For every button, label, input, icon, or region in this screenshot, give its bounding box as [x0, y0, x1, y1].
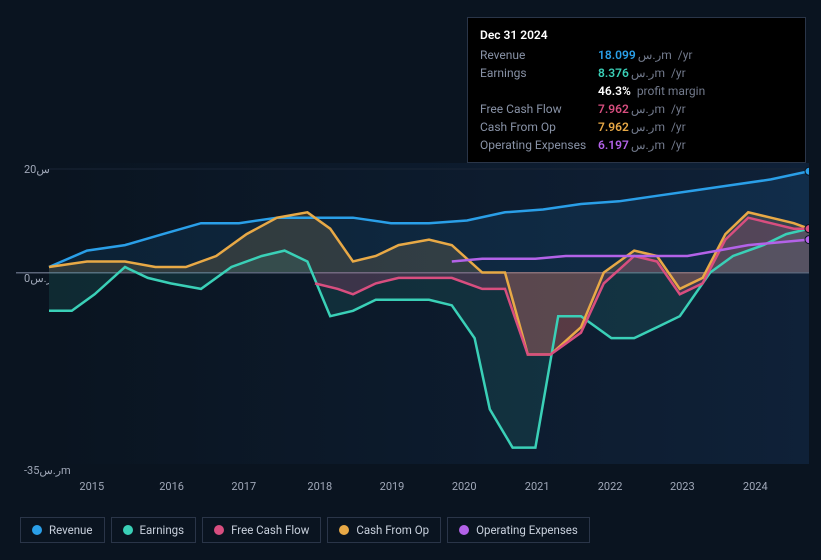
legend-item-earnings[interactable]: Earnings: [111, 517, 197, 543]
legend-label: Free Cash Flow: [231, 523, 309, 537]
tooltip-metric-value: 46.3% profit margin: [598, 84, 793, 98]
tooltip-row: Earnings8.376ر.سm /yr: [480, 64, 793, 82]
x-axis-tick: 2023: [670, 480, 695, 493]
chart-plot-area[interactable]: [16, 155, 809, 475]
x-axis-tick: 2022: [598, 480, 623, 493]
legend-label: Cash From Op: [356, 523, 429, 537]
tooltip-metric-label: Free Cash Flow: [480, 102, 598, 116]
x-axis-tick: 2021: [525, 480, 550, 493]
x-axis-tick: 2024: [743, 480, 768, 493]
legend-item-opex[interactable]: Operating Expenses: [447, 517, 590, 543]
chart-legend: Revenue Earnings Free Cash Flow Cash From O…: [20, 517, 590, 543]
x-axis-tick: 2020: [452, 480, 477, 493]
financial-chart: 20ر.سm0ر.سm-35ر.سm: [16, 155, 806, 475]
legend-item-fcf[interactable]: Free Cash Flow: [202, 517, 321, 543]
tooltip-row: Free Cash Flow7.962ر.سm /yr: [480, 100, 793, 118]
legend-item-revenue[interactable]: Revenue: [20, 517, 105, 543]
x-axis-tick: 2015: [79, 480, 104, 493]
tooltip-metric-label: Earnings: [480, 66, 598, 80]
legend-swatch: [214, 525, 224, 535]
legend-swatch: [123, 525, 133, 535]
legend-item-cfo[interactable]: Cash From Op: [327, 517, 441, 543]
legend-label: Operating Expenses: [476, 523, 578, 537]
tooltip-metric-label: Cash From Op: [480, 120, 598, 134]
tooltip-metric-value: 6.197ر.سm /yr: [598, 138, 793, 152]
legend-swatch: [32, 525, 42, 535]
tooltip-metric-value: 7.962ر.سm /yr: [598, 120, 793, 134]
x-axis: 2015 2016 2017 2018 2019 2020 2021 2022 2023 2024: [50, 480, 810, 500]
tooltip-row: 46.3% profit margin: [480, 82, 793, 100]
x-axis-tick: 2018: [307, 480, 332, 493]
tooltip-row: Cash From Op7.962ر.سm /yr: [480, 118, 793, 136]
x-axis-tick: 2017: [231, 480, 256, 493]
legend-swatch: [339, 525, 349, 535]
tooltip-metric-value: 18.099ر.سm /yr: [598, 48, 793, 62]
tooltip-metric-label: [480, 84, 598, 98]
x-axis-tick: 2016: [159, 480, 184, 493]
legend-label: Earnings: [140, 523, 185, 537]
tooltip-metric-label: Operating Expenses: [480, 138, 598, 152]
tooltip-metric-label: Revenue: [480, 48, 598, 62]
chart-tooltip: Dec 31 2024 Revenue18.099ر.سm /yrEarning…: [467, 17, 806, 163]
legend-swatch: [459, 525, 469, 535]
legend-label: Revenue: [49, 523, 93, 537]
tooltip-row: Operating Expenses6.197ر.سm /yr: [480, 136, 793, 154]
tooltip-metric-value: 7.962ر.سm /yr: [598, 102, 793, 116]
tooltip-metric-value: 8.376ر.سm /yr: [598, 66, 793, 80]
tooltip-date: Dec 31 2024: [480, 26, 793, 46]
x-axis-tick: 2019: [380, 480, 405, 493]
tooltip-row: Revenue18.099ر.سm /yr: [480, 46, 793, 64]
